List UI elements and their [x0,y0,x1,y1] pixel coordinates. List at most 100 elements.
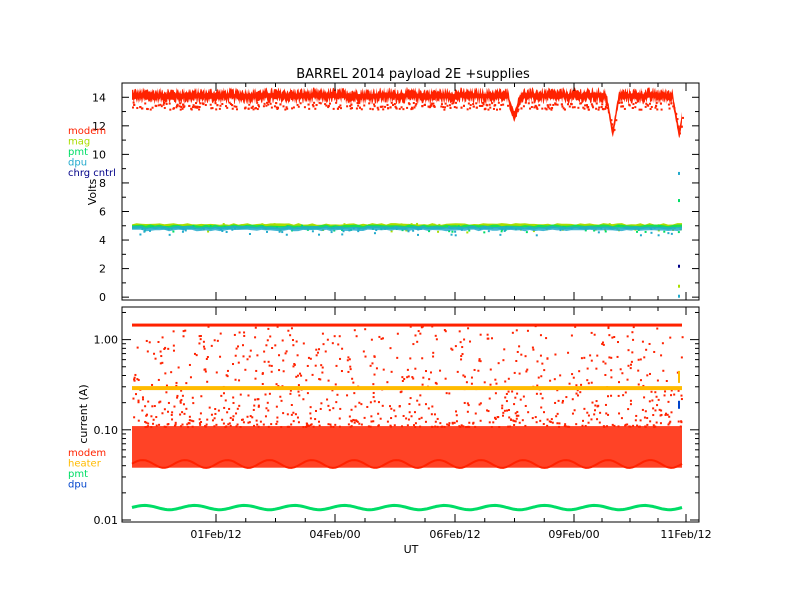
modem-current-point [266,339,269,342]
modem-current-point [668,422,671,425]
modem-voltage-point [273,105,276,108]
modem-current-point [259,420,262,423]
modem-current-point [653,350,656,353]
modem-voltage-point [211,107,214,110]
modem-current-point [595,400,598,403]
modem-voltage-point [297,105,300,108]
modem-current-point [304,425,307,428]
modem-current-point [234,354,237,357]
modem-current-point [630,360,633,363]
time-tick-label: 11Feb/12 [660,528,711,541]
modem-current-point [522,395,525,398]
modem-voltage-point [598,106,601,109]
modem-current-point [315,348,318,351]
modem-current-point [292,344,295,347]
modem-current-point [637,369,640,372]
modem-current-point [494,378,497,381]
modem-voltage-point [497,101,500,104]
modem-current-point [350,420,353,423]
modem-voltage-point [339,104,342,107]
modem-voltage-point [656,108,659,111]
modem-current-point [543,411,546,414]
modem-current-point [518,421,521,424]
modem-current-point [486,409,489,412]
modem-current-point [318,348,321,351]
modem-current-point [158,423,161,426]
modem-voltage-point [346,105,349,108]
modem-voltage-point [582,106,585,109]
modem-current-point [276,416,279,419]
modem-current-point [514,396,517,399]
dpu-voltage-point [357,227,360,230]
modem-voltage-point [455,106,458,109]
modem-voltage-point [265,104,268,107]
modem-current-point [616,341,619,344]
modem-voltage-point [335,101,338,104]
modem-current-point [235,425,238,428]
modem-current-point [535,392,538,395]
modem-current-point [141,409,144,412]
mag-voltage-point [146,224,149,227]
modem-current-point [207,325,210,328]
modem-current-point [370,415,373,418]
modem-current-point [373,400,376,403]
modem-current-point [158,401,161,404]
modem-current-point [133,378,136,381]
modem-current-point [608,356,611,359]
modem-voltage-point [667,103,670,106]
modem-voltage-point [224,105,227,108]
modem-voltage-point [604,106,607,109]
modem-current-point [504,380,507,383]
modem-current-point [339,407,342,410]
modem-voltage-point [560,103,563,106]
modem-current-point [255,369,258,372]
modem-voltage-point [233,105,236,108]
modem-current-point [489,368,492,371]
modem-voltage-point [303,106,306,109]
modem-current-point [512,419,515,422]
modem-current-point [567,351,570,354]
modem-voltage-point [571,106,574,109]
modem-current-point [660,354,663,357]
modem-current-point [375,367,378,370]
modem-current-point [322,343,325,346]
pmt-voltage-point [644,230,647,233]
modem-current-point [153,352,156,355]
modem-voltage-point [160,105,163,108]
modem-current-point [372,420,375,423]
modem-voltage-point [318,101,321,104]
current-y-axis: 0.01 0.10 1.00 [94,311,699,527]
modem-voltage-point [491,102,494,105]
modem-current-point [347,423,350,426]
modem-voltage-point [371,108,374,111]
modem-voltage-point [328,102,331,105]
modem-current-point [409,357,412,360]
modem-current-point [405,417,408,420]
modem-current-point [175,381,178,384]
modem-current-point [199,412,202,415]
modem-current-point [412,377,415,380]
modem-current-point [463,375,466,378]
modem-voltage-point [520,107,523,110]
modem-voltage-point [443,108,446,111]
modem-voltage-point [529,107,532,110]
modem-current-point [513,403,516,406]
modem-current-point [558,425,561,428]
modem-voltage-point [682,116,684,119]
modem-current-point [488,421,491,424]
modem-current-point [155,416,158,419]
modem-current-point [546,424,549,427]
modem-voltage-point [155,105,158,108]
modem-current-point [502,411,505,414]
modem-voltage-point [517,108,520,111]
modem-voltage-point [444,102,447,105]
modem-current-point [210,344,213,347]
modem-current-point [292,365,295,368]
modem-current-point [613,424,616,427]
modem-current-point [650,390,653,393]
modem-voltage-point [132,106,134,109]
modem-current-point [228,407,231,410]
modem-current-point [236,407,239,410]
modem-current-point [352,381,355,384]
modem-current-point [643,356,646,359]
